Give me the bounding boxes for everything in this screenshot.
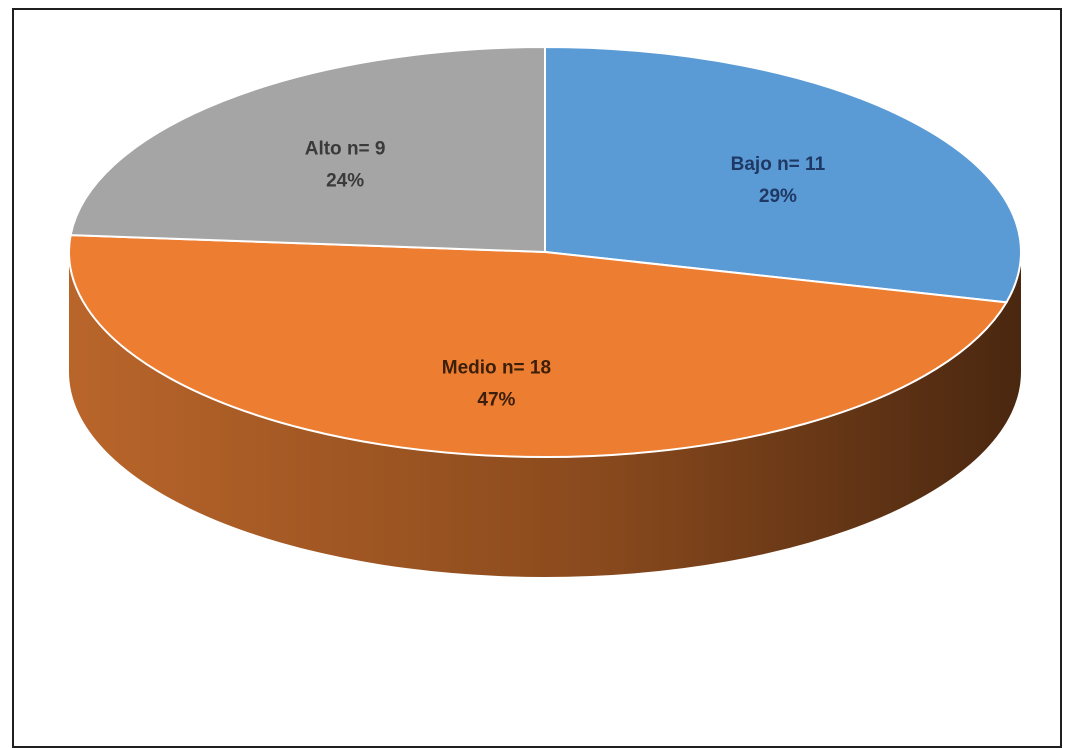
pie-slice-medio [68, 234, 1009, 458]
slice-percent-alto: 24% [326, 170, 364, 191]
pie-slices [68, 45, 1022, 458]
pie-side-band [69, 252, 1021, 577]
pie-slice-bajo [544, 45, 1022, 304]
pie-labels: Bajo n= 11 29% Medio n= 18 47% Alto n= 9 24% [305, 138, 826, 410]
pie-chart: Bajo n= 11 29% Medio n= 18 47% Alto n= 9 24% [68, 45, 1022, 577]
slice-label-alto: Alto n= 9 [305, 138, 386, 159]
slice-percent-medio: 47% [477, 389, 515, 410]
slice-label-bajo: Bajo n= 11 [731, 154, 826, 175]
pie-slice-alto [69, 45, 546, 254]
slice-percent-bajo: 29% [759, 186, 797, 207]
pie-depth-side [69, 252, 1021, 577]
slice-label-medio: Medio n= 18 [442, 357, 551, 378]
